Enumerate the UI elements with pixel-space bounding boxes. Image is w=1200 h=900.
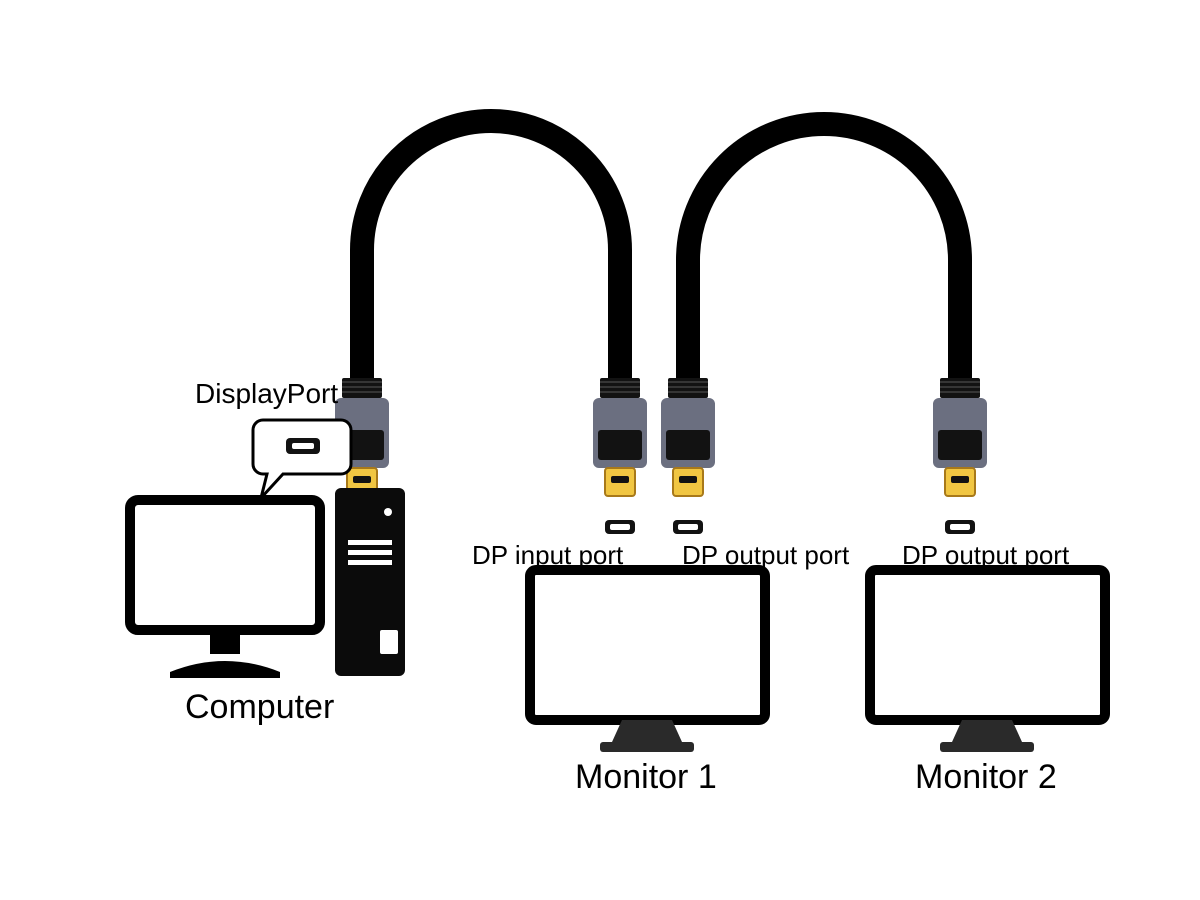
monitor-1-label: Monitor 1 (575, 758, 717, 797)
cable-1 (335, 121, 647, 496)
monitor-1-icon (530, 570, 765, 752)
dp-port-icon (605, 520, 635, 534)
cable-2-connector-left (661, 378, 715, 496)
dp-output-label-2: DP output port (902, 540, 1069, 571)
diagram-stage: DisplayPort Computer DP input port DP ou… (0, 0, 1200, 900)
cable-2-connector-right (933, 378, 987, 496)
dp-output-label-1: DP output port (682, 540, 849, 571)
cable-2 (661, 124, 987, 496)
monitor-2-label: Monitor 2 (915, 758, 1057, 797)
displayport-callout-icon (253, 420, 351, 498)
computer-icon (130, 488, 405, 678)
cable-1-connector-right (593, 378, 647, 496)
dp-input-label: DP input port (472, 540, 623, 571)
dp-port-icon (673, 520, 703, 534)
monitor-2-icon (870, 570, 1105, 752)
dp-port-icon (945, 520, 975, 534)
cable-1-cord (362, 121, 620, 378)
computer-label: Computer (185, 688, 334, 727)
cable-2-cord (688, 124, 960, 378)
displayport-label: DisplayPort (195, 378, 338, 410)
